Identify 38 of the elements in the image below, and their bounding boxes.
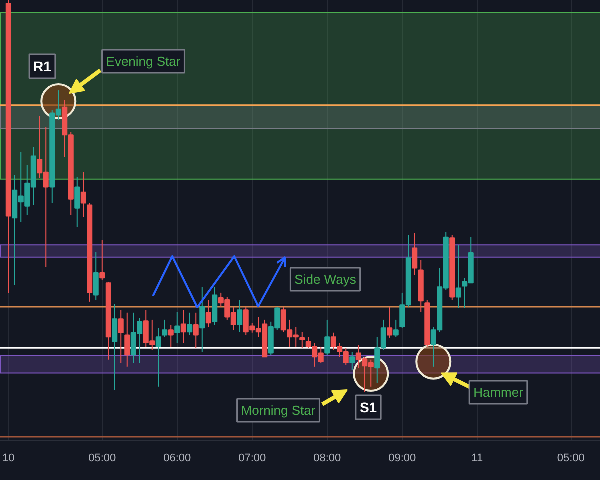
candlestick [112, 304, 118, 391]
candlestick [200, 286, 206, 353]
candlestick [324, 319, 330, 356]
x-tick-label: 08:00 [314, 452, 342, 464]
candlestick [174, 312, 180, 344]
annotation: Evening Star [106, 54, 182, 69]
x-tick-label: 07:00 [238, 452, 266, 464]
x-tick-label: 11 [472, 452, 484, 464]
annotation: Side Ways [294, 272, 357, 287]
candlestick [206, 299, 212, 328]
candlestick [187, 312, 193, 336]
annotation: R1 [34, 58, 52, 74]
candlestick [162, 319, 168, 338]
candlestick [80, 172, 86, 218]
candlestick [350, 352, 356, 371]
candlestick [93, 252, 99, 300]
annotation: Morning Star [241, 403, 316, 418]
candlestick [74, 176, 80, 228]
x-tick-label: 06:00 [164, 452, 192, 464]
candlestick [387, 306, 393, 338]
x-tick-label: 05:00 [557, 452, 585, 464]
candlestick [124, 312, 130, 368]
x-tick-label: 09:00 [388, 452, 416, 464]
candlestick [180, 310, 186, 344]
candlestick [193, 312, 199, 349]
candlestick [156, 328, 162, 388]
candlestick [456, 244, 462, 309]
candlestick [300, 332, 306, 349]
candlestick [393, 319, 399, 338]
candlestick [118, 310, 124, 364]
candlestick [168, 324, 174, 348]
x-tick-label: 05:00 [88, 452, 116, 464]
candlestick [237, 299, 243, 333]
annotation: Hammer [474, 385, 524, 400]
candlestick [100, 240, 106, 281]
text: S1 [360, 400, 378, 416]
candlestick [412, 232, 418, 276]
x-tick-label: 10 [2, 452, 15, 464]
